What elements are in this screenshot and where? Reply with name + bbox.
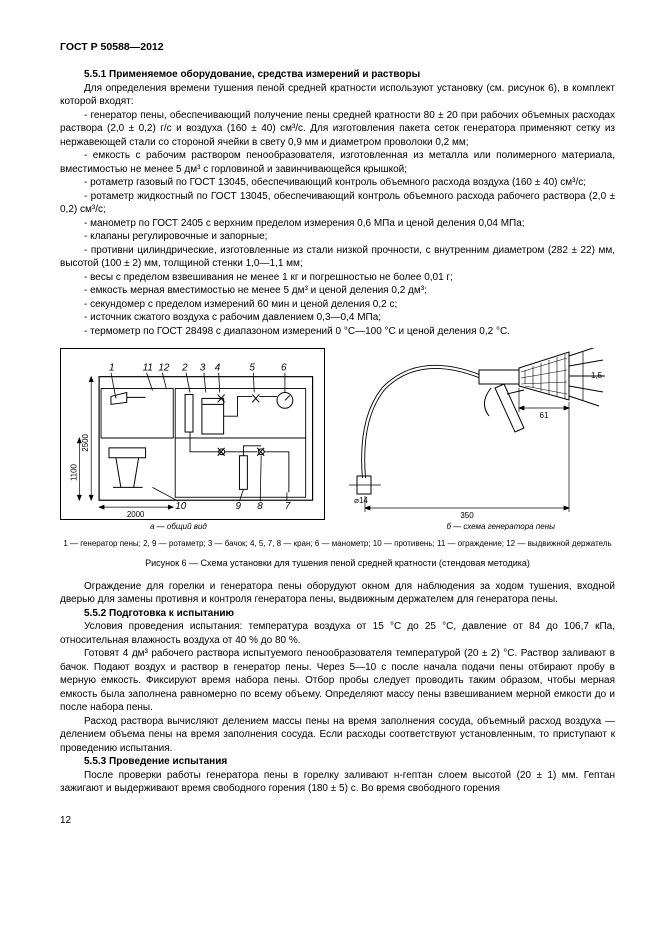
list-item: - источник сжатого воздуха с рабочим дав…: [60, 311, 615, 325]
svg-text:7: 7: [285, 501, 291, 512]
figure-6a-svg: 1 11 12 2 3 4 5 6: [60, 348, 325, 520]
figure-6b-svg: 350 ⌀14 61 1,5: [339, 348, 615, 520]
svg-text:2500: 2500: [81, 434, 90, 452]
svg-text:4: 4: [215, 363, 221, 374]
svg-text:1: 1: [109, 363, 115, 374]
figure-caption-b: б — схема генератора пены: [446, 522, 555, 533]
paragraph: Расход раствора вычисляют делением массы…: [60, 715, 615, 756]
figure-caption-a: а — общий вид: [150, 522, 207, 533]
svg-text:2: 2: [181, 363, 188, 374]
svg-text:8: 8: [257, 501, 263, 512]
list-item: - емкость с рабочим раствором пенообразо…: [60, 149, 615, 176]
svg-text:1100: 1100: [69, 464, 78, 482]
list-item: - термометр по ГОСТ 28498 с диапазоном и…: [60, 325, 615, 339]
svg-text:10: 10: [175, 501, 186, 512]
paragraph: После проверки работы генератора пены в …: [60, 769, 615, 796]
svg-text:1,5: 1,5: [591, 371, 603, 380]
figure-legend: 1 — генератор пены; 2, 9 — ротаметр; 3 —…: [60, 539, 615, 549]
list-item: - ротаметр газовый по ГОСТ 13045, обеспе…: [60, 176, 615, 190]
paragraph: Ограждение для горелки и генератора пены…: [60, 580, 615, 607]
svg-text:⌀14: ⌀14: [354, 496, 368, 505]
paragraph: Условия проведения испытания: температур…: [60, 620, 615, 647]
list-item: - манометр по ГОСТ 2405 с верхним предел…: [60, 217, 615, 231]
list-item: - весы с пределом взвешивания не менее 1…: [60, 271, 615, 285]
svg-text:350: 350: [460, 511, 474, 520]
svg-text:3: 3: [200, 363, 206, 374]
list-item: - противни цилиндрические, изготовленные…: [60, 244, 615, 271]
svg-text:5: 5: [249, 363, 255, 374]
svg-text:2000: 2000: [127, 510, 145, 519]
list-item: - емкость мерная вместимостью не менее 5…: [60, 284, 615, 298]
paragraph: Для определения времени тушения пеной ср…: [60, 82, 615, 109]
svg-text:12: 12: [158, 363, 169, 374]
page-number: 12: [60, 814, 615, 828]
svg-text:61: 61: [540, 411, 549, 420]
list-item: - генератор пены, обеспечивающий получен…: [60, 109, 615, 150]
list-item: - клапаны регулировочные и запорные;: [60, 230, 615, 244]
list-item: - ротаметр жидкостный по ГОСТ 13045, обе…: [60, 190, 615, 217]
section-5-5-2-title: 5.5.2 Подготовка к испытанию: [60, 607, 615, 621]
svg-text:11: 11: [143, 363, 153, 374]
section-5-5-3-title: 5.5.3 Проведение испытания: [60, 755, 615, 769]
figure-title: Рисунок 6 — Схема установки для тушения …: [60, 557, 615, 569]
svg-text:9: 9: [235, 501, 241, 512]
svg-text:6: 6: [281, 363, 287, 374]
figure-6: 1 11 12 2 3 4 5 6: [60, 348, 615, 569]
paragraph: Готовят 4 дм³ рабочего раствора испытуем…: [60, 647, 615, 715]
list-item: - секундомер с пределом измерений 60 мин…: [60, 298, 615, 312]
document-id: ГОСТ Р 50588—2012: [60, 40, 615, 54]
section-5-5-1-title: 5.5.1 Применяемое оборудование, средства…: [60, 68, 615, 82]
